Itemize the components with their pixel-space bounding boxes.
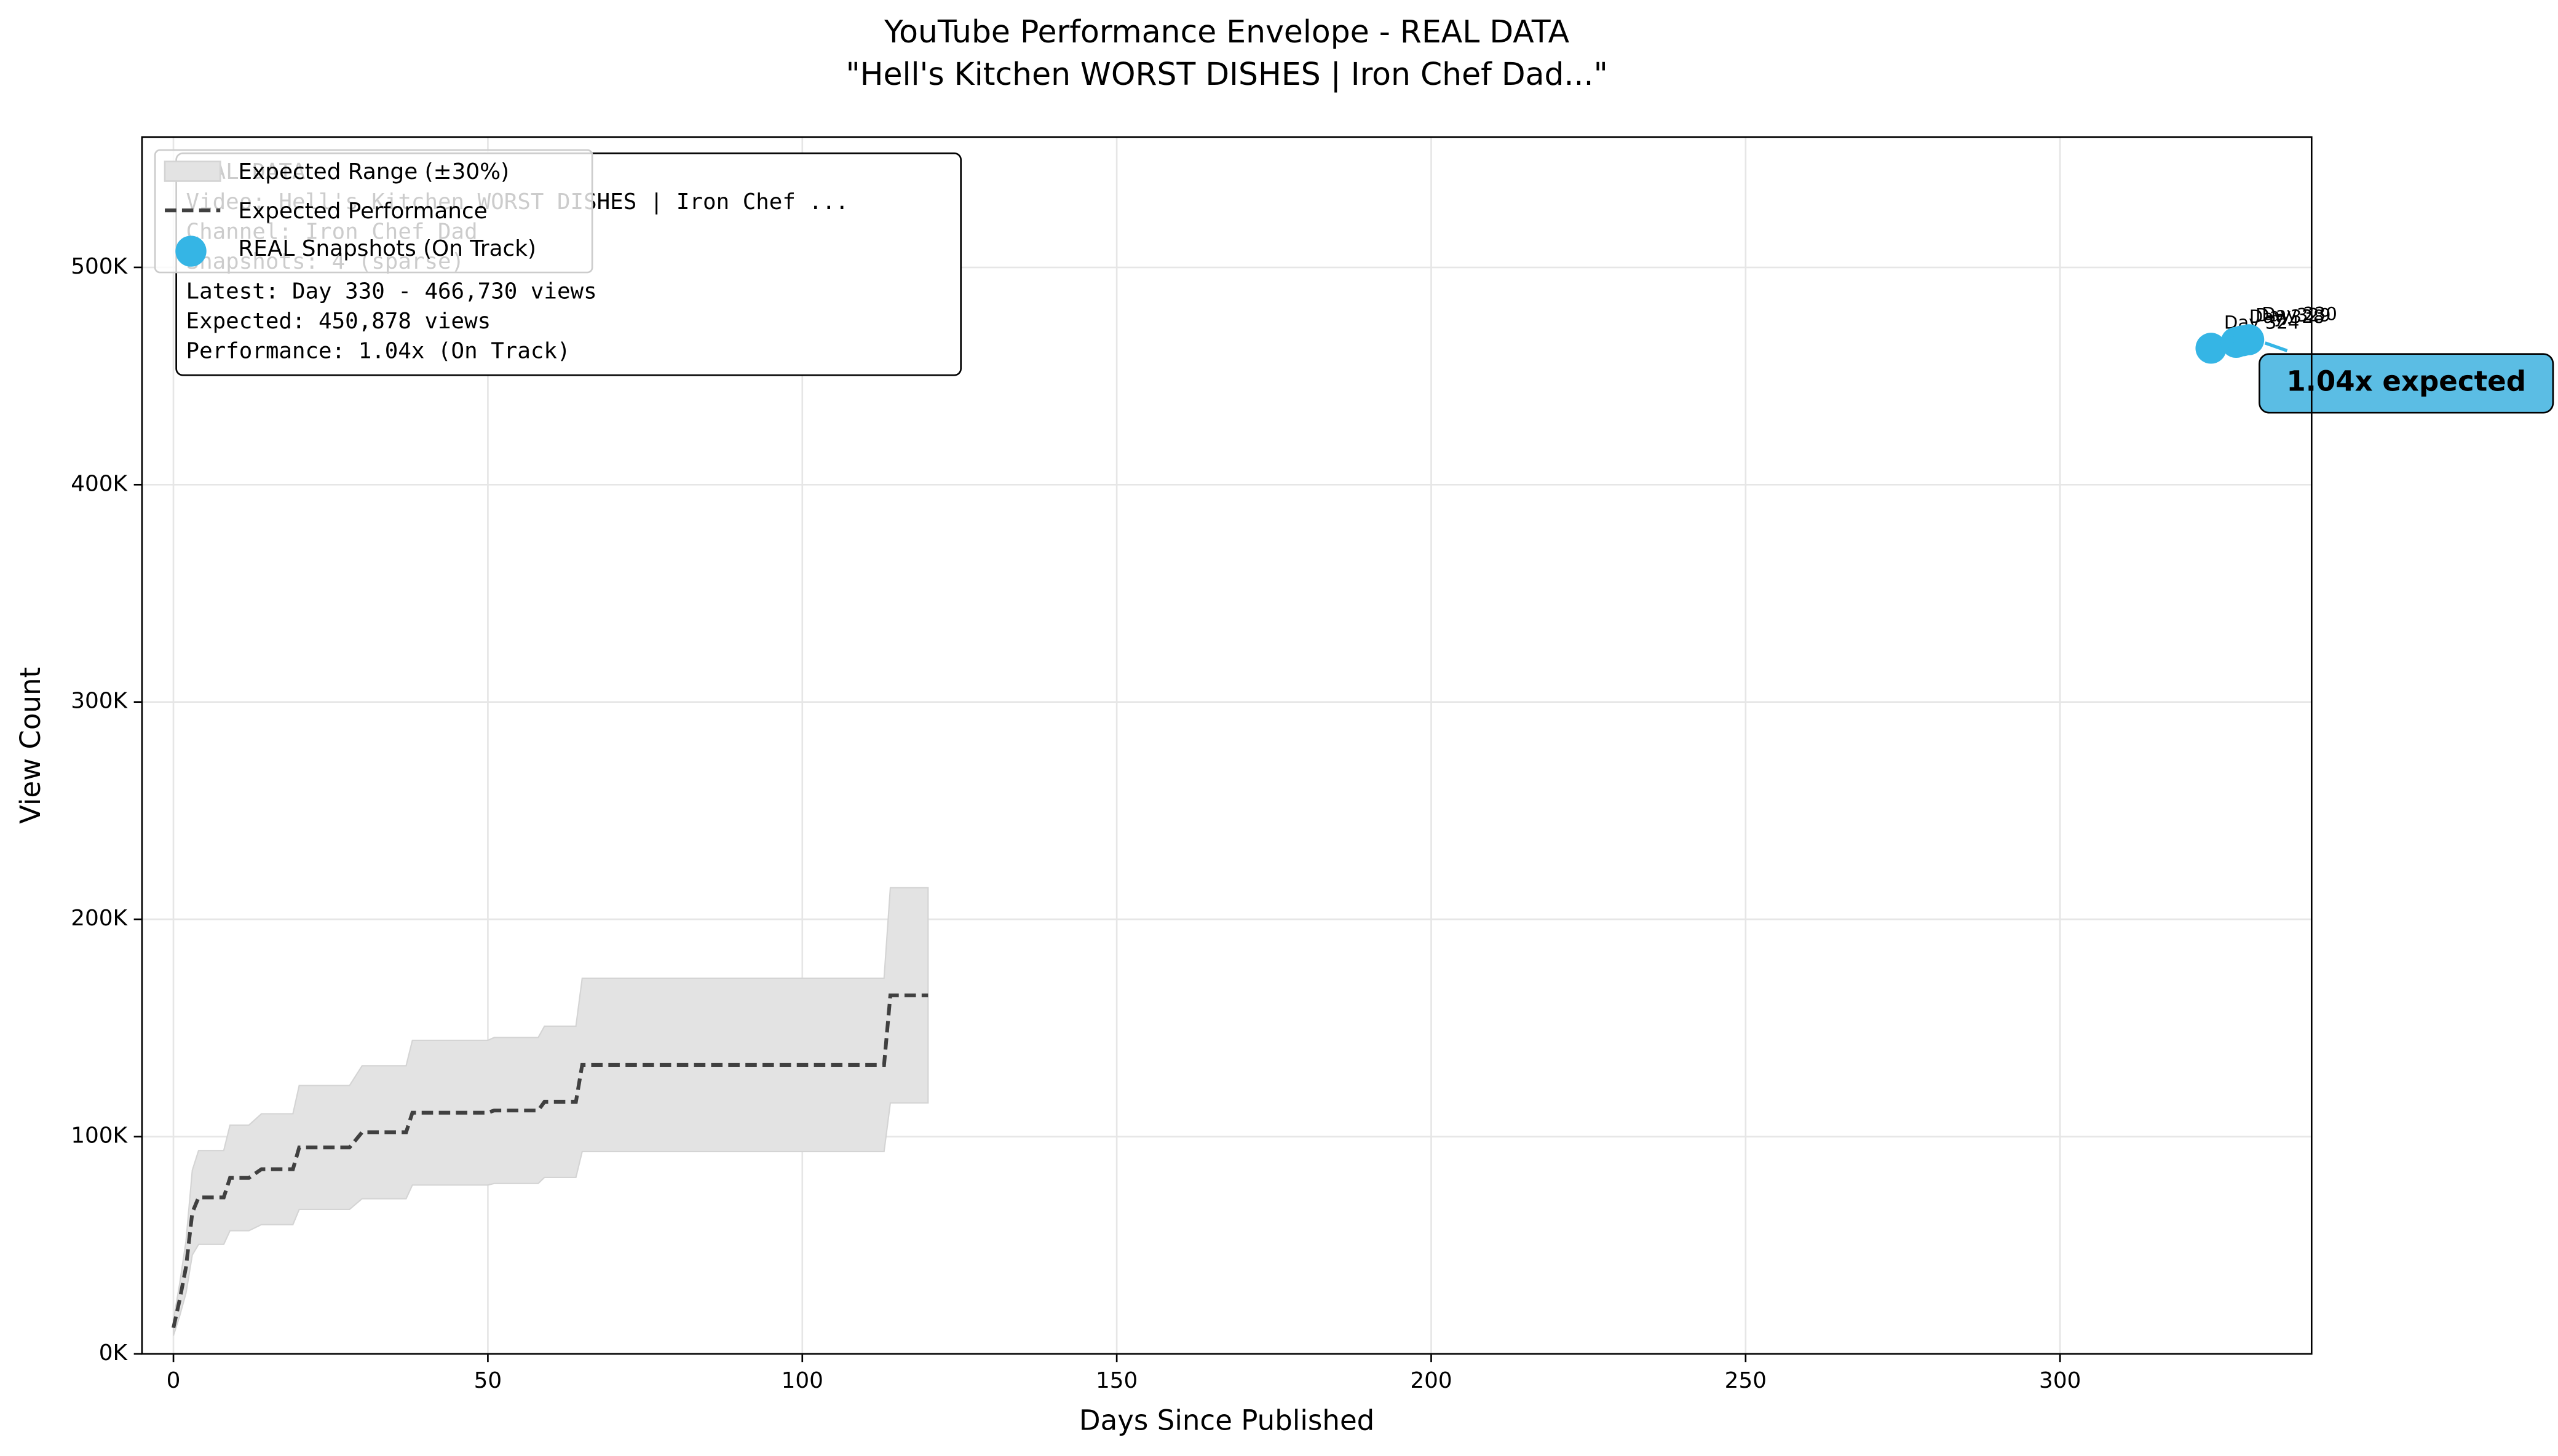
axes-frame [141,136,2313,1355]
info-line: Expected: 450,878 views [186,309,491,334]
y-tick-label: 0K [99,1340,129,1366]
chart-title: YouTube Performance Envelope - REAL DATA [884,14,1570,50]
x-tick-label: 200 [1410,1368,1452,1393]
x-tick-label: 100 [782,1368,823,1393]
legend-swatch [175,235,207,267]
legend-label: Expected Performance [238,199,487,224]
x-axis-label: Days Since Published [1079,1404,1374,1436]
snapshot-point [2195,333,2227,364]
legend-label: REAL Snapshots (On Track) [238,236,536,261]
annotation-arrow [2264,341,2288,352]
expected-line [172,993,929,1329]
x-tick-label: 250 [1725,1368,1767,1393]
info-line: Latest: Day 330 - 466,730 views [186,279,597,304]
y-tick-label: 300K [71,689,128,714]
snapshot-point [2233,324,2265,355]
y-tick-label: 400K [71,471,128,496]
expected-range-band [172,887,929,1336]
x-tick-label: 300 [2039,1368,2081,1393]
chart-subtitle: "Hell's Kitchen WORST DISHES | Iron Chef… [845,56,1607,92]
x-tick-label: 0 [167,1368,181,1393]
legend-swatch [164,160,221,182]
y-axis-label: View Count [14,667,47,824]
x-tick-label: 50 [474,1368,502,1393]
snapshot-label: Day 330 [2262,304,2337,325]
legend-box [154,149,593,274]
y-tick-label: 100K [71,1123,128,1149]
annotation-box [2259,353,2554,414]
annotation: 1.04x expected [2286,365,2526,397]
info-line: Performance: 1.04x (On Track) [186,339,571,364]
x-tick-label: 150 [1096,1368,1138,1393]
snapshot-label: Day 329 [2255,305,2331,326]
legend-label: Expected Range (±30%) [238,159,509,184]
y-tick-label: 200K [71,906,128,931]
y-tick-label: 500K [71,254,128,279]
